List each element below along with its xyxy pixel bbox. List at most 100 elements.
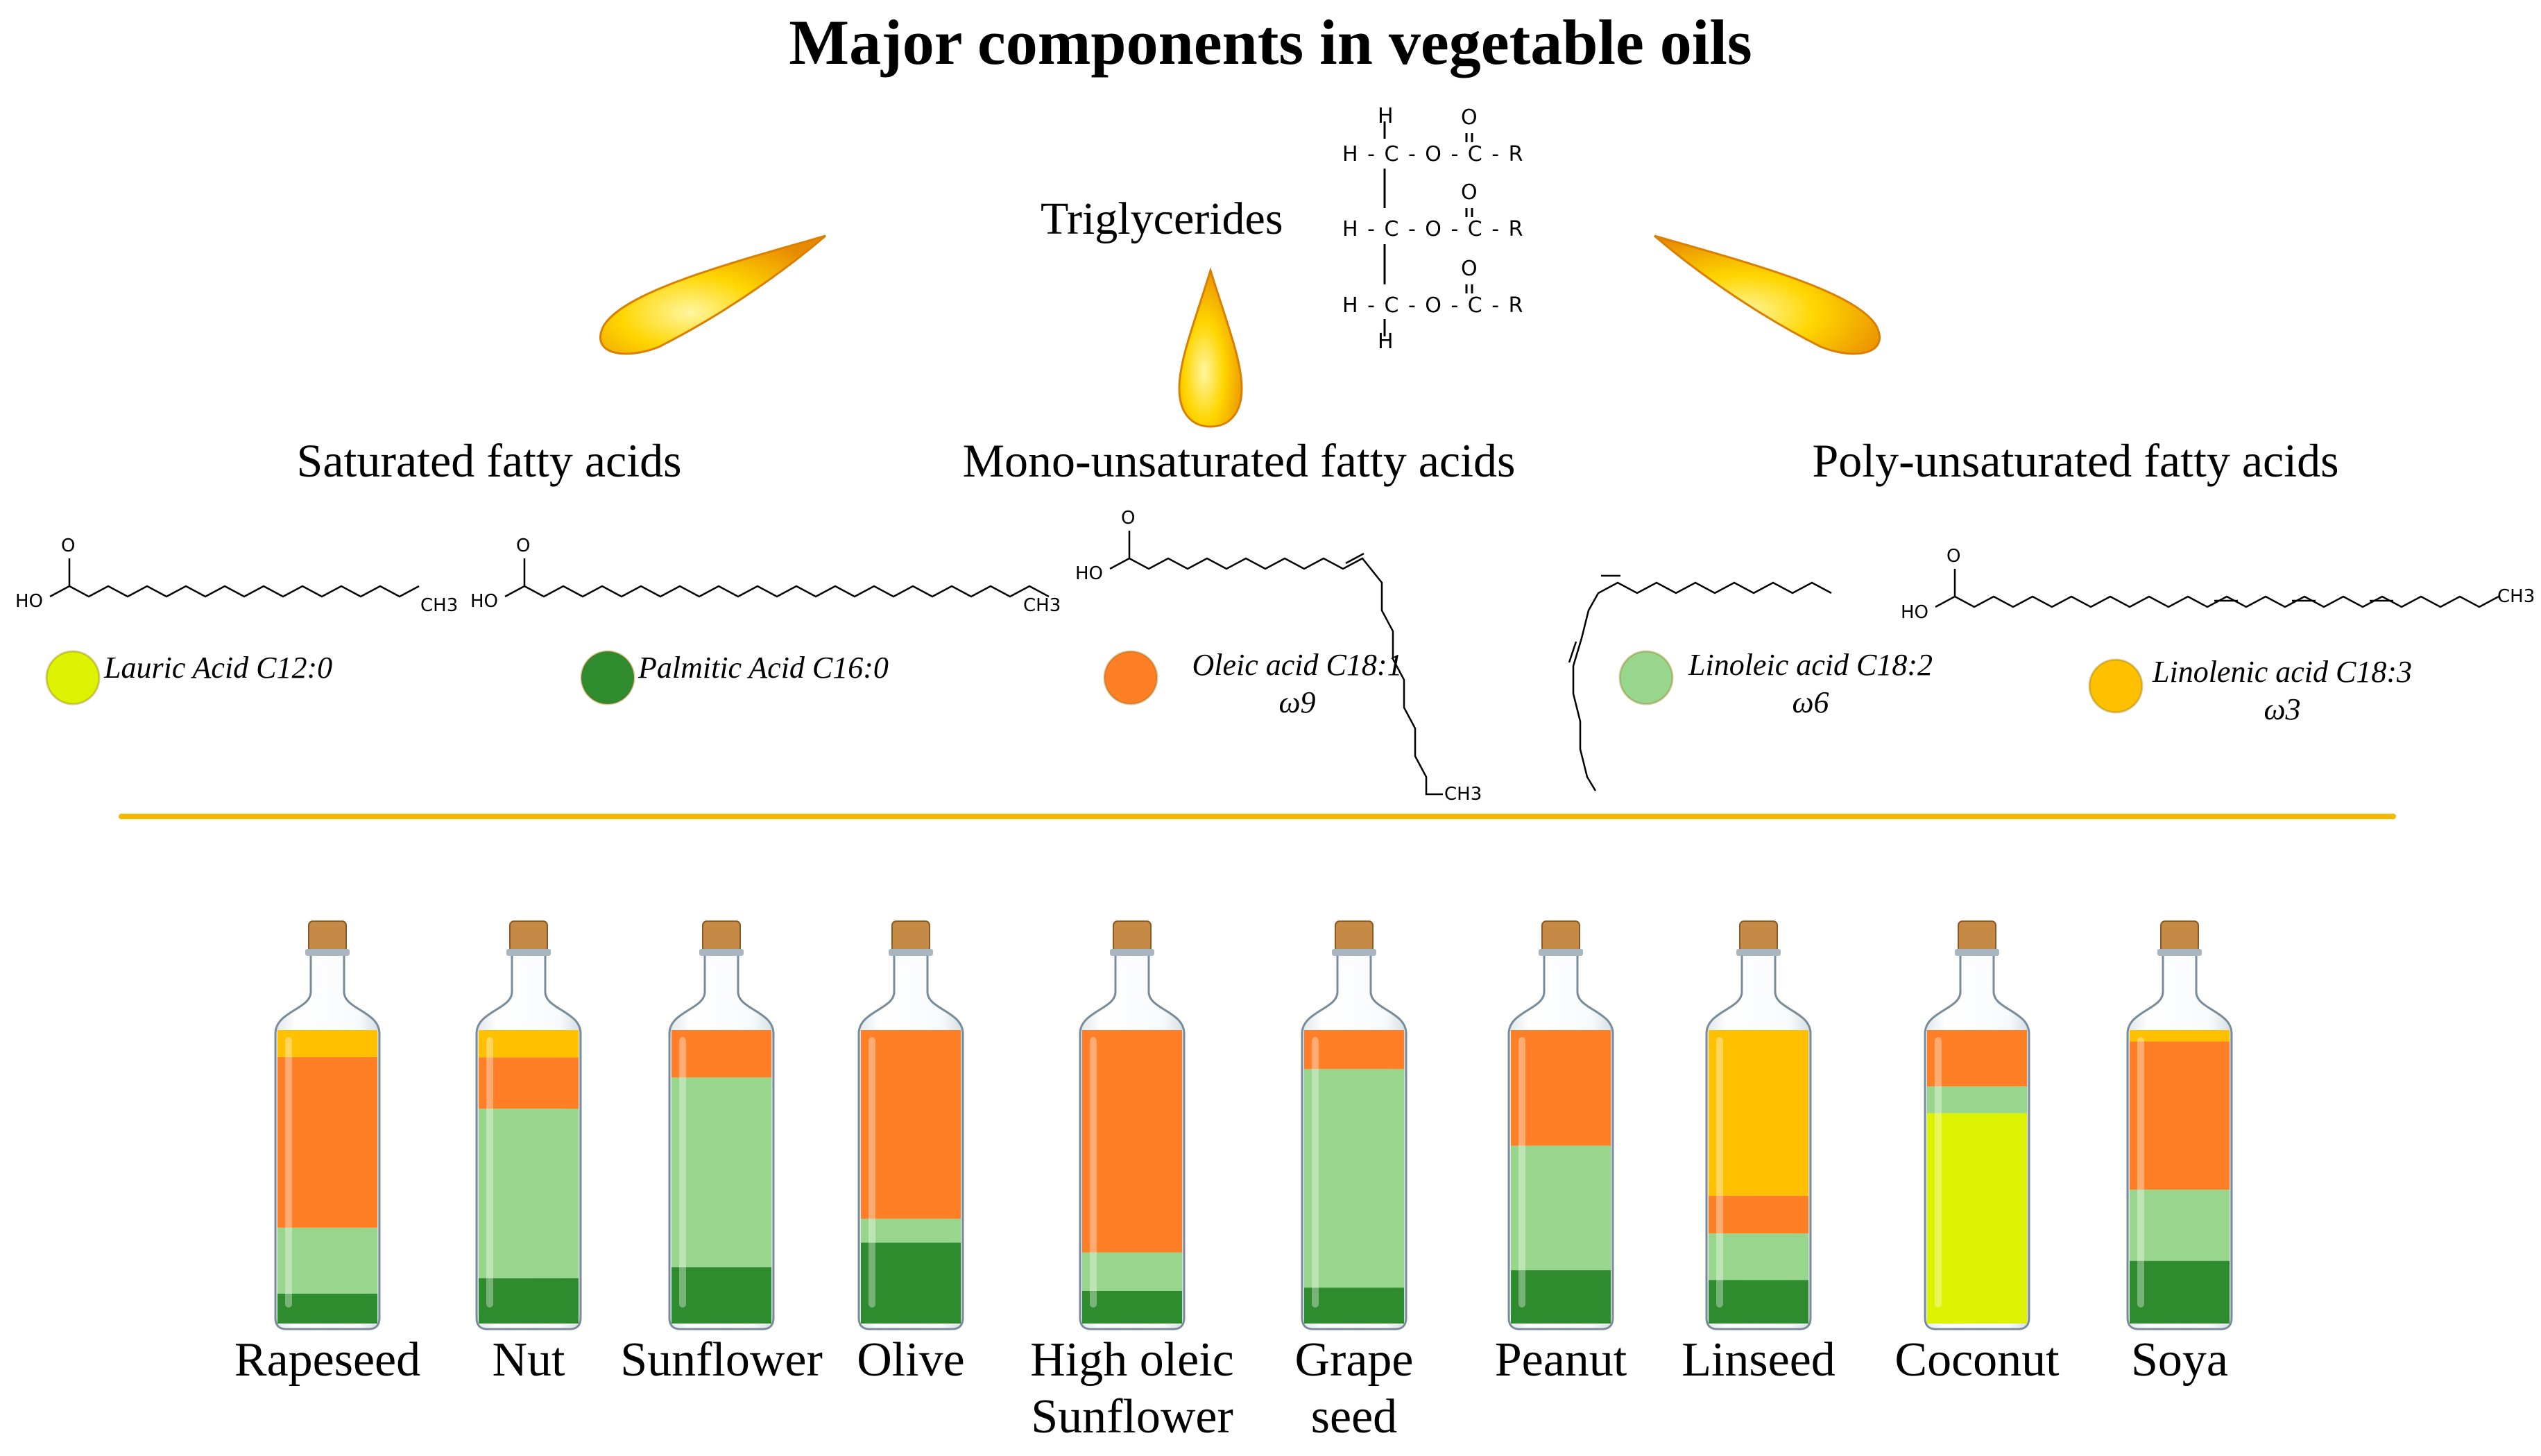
triglyceride-carbonyl-o-1: O [1461,105,1479,130]
bottle-highlight [1312,1037,1319,1308]
oil-layer-oleic [479,1057,579,1109]
oil-layer-oleic [1709,1195,1808,1234]
bottle-coconut [1924,920,2030,1330]
oil-layer-palmitic [1709,1280,1808,1324]
legend-circles [45,650,2144,714]
linolenic-acid-structure [1935,569,2499,608]
lauric-acid-structure [49,558,420,598]
oil-label: High oleic Sunflower [979,1332,1285,1446]
legend-linoleic-label: Linoleic acid C18:2 ω6 [1688,648,1933,719]
linolenic-o-label: O [1947,546,1961,567]
bottle-highlight [1716,1037,1723,1308]
linolenic-ch3-label: CH3 [2497,586,2535,607]
bottle-linseed [1705,920,1812,1330]
triglyceride-row-2: H - C - O - C - R [1342,217,1525,241]
oil-drop-center-icon [1178,266,1243,428]
palmitic-acid-structure [504,558,1050,598]
oil-layer-linoleic [1511,1145,1611,1271]
oil-name: Soya [2131,1333,2228,1387]
bottle-cap-ring [699,949,744,956]
oil-label: Sunflower [569,1332,874,1389]
bottle-sunflower [668,920,775,1330]
oil-layer-linolenic [2130,1030,2230,1042]
bottle-cork [1739,920,1778,952]
oil-label: Nut [376,1332,681,1389]
oil-label: Peanut [1408,1332,1713,1389]
legend-linolenic-label: Linolenic acid C18:3 ω3 [2153,655,2412,726]
lauric-ch3-label: CH3 [420,595,459,616]
legend-circle-palmitic [580,650,635,705]
triglyceride-carbonyl-o-2: O [1461,180,1479,205]
triglyceride-bottom-h: H [1378,329,1395,354]
legend-palmitic-label: Palmitic Acid C16:0 [638,651,889,685]
oil-layer-oleic [671,1030,771,1078]
bottle-grape [1301,920,1408,1330]
oil-layer-oleic [1927,1030,2027,1087]
oil-name: Rapeseed [234,1333,421,1387]
bottle-cap-ring [1332,949,1376,956]
oil-layer-linoleic [1709,1233,1808,1281]
bottle-cap-ring [506,949,551,956]
oil-name: Coconut [1894,1333,2060,1387]
category-poly-unsaturated: Poly-unsaturated fatty acids [1812,434,2339,487]
oil-layer-palmitic [1511,1270,1611,1324]
oil-name: Sunflower [620,1333,823,1387]
oil-label: Coconut [1824,1332,2130,1389]
category-mono-unsaturated: Mono-unsaturated fatty acids [962,434,1516,487]
triglyceride-row-3: H - C - O - C - R [1342,293,1525,318]
oil-layer-linolenic [277,1030,377,1057]
bottle-cork [509,920,548,952]
category-saturated: Saturated fatty acids [296,434,682,487]
oil-layer-palmitic [2130,1260,2230,1324]
oil-layer-palmitic [861,1242,961,1324]
oil-layer-oleic [2130,1041,2230,1190]
oil-label: Grape seed [1201,1332,1507,1446]
bottle-cap-ring [889,949,933,956]
legend-circle-linolenic [2088,658,2144,714]
oil-layer-palmitic [1082,1291,1182,1324]
diagram-title: Major components in vegetable oils [789,7,1752,78]
palmitic-ho-label: HO [470,591,499,612]
bottle-highlight [285,1037,292,1308]
oil-name: Nut [492,1333,565,1387]
oil-layer-linoleic [1927,1086,2027,1113]
triglyceride-row-1: H - C - O - C - R [1342,142,1525,166]
bottle-cap-ring [1955,949,1999,956]
oil-layer-linoleic [671,1077,771,1267]
palmitic-o-label: O [516,536,531,556]
bottle-highlight [869,1037,875,1308]
oleic-ho-label: HO [1075,563,1104,584]
bottle-highlight [1518,1037,1525,1308]
oil-layer-linoleic [2130,1189,2230,1261]
oil-layer-lauric [1927,1113,2027,1324]
oil-layer-linoleic [861,1218,961,1243]
oil-name-line2: seed [1310,1390,1398,1444]
triglyceride-backbone [1383,121,1473,336]
bottle-rapeseed [274,920,381,1330]
oil-name: Peanut [1494,1333,1627,1387]
oil-label: Olive [758,1332,1063,1389]
oil-name: High oleic [1030,1333,1234,1387]
bottle-cap-ring [305,949,350,956]
oil-layer-linolenic [1709,1030,1808,1196]
oil-label: Linseed [1606,1332,1911,1389]
oil-layer-linolenic [479,1030,579,1058]
triglyceride-top-h: H [1378,104,1395,128]
legend-circle-oleic [1103,650,1158,705]
bottle-cork [1335,920,1374,952]
oil-layer-linoleic [277,1227,377,1294]
bottle-cap-ring [2157,949,2202,956]
oil-layer-linoleic [1304,1069,1404,1288]
legend-oleic-label: Oleic acid C18:1 ω9 [1192,648,1403,719]
lauric-ho-label: HO [15,591,44,612]
bottle-highlight [486,1037,493,1308]
oil-label: Rapeseed [175,1332,480,1389]
bottle-cap-ring [1110,949,1154,956]
bottle-cork [702,920,741,952]
oil-layer-palmitic [479,1278,579,1324]
bottle-cork [2160,920,2199,952]
bottle-highlight [2137,1037,2144,1308]
oil-layer-oleic [1511,1030,1611,1146]
